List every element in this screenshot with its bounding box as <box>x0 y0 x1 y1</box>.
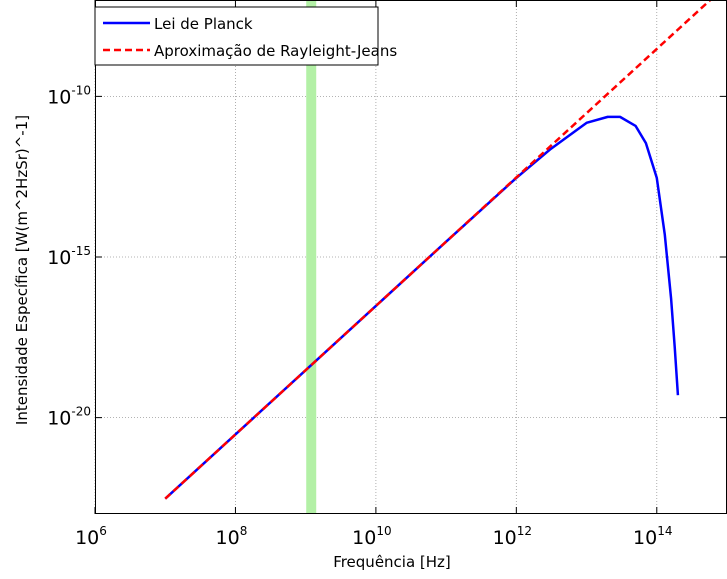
y-axis-label: Intensidade Específica [W(m^2HzSr)^-1] <box>13 115 31 425</box>
x-tick-label: 1014 <box>633 524 672 549</box>
legend-label-rayleigh-jeans: Aproximação de Rayleight-Jeans <box>154 42 397 60</box>
x-tick-label: 108 <box>216 524 248 549</box>
tick-marks <box>94 0 727 514</box>
legend: Lei de Planck Aproximação de Rayleight-J… <box>94 6 397 66</box>
series-line-rayleigh-jeans <box>164 0 713 500</box>
y-tick-label: 10-15 <box>47 244 91 269</box>
x-tick-label: 106 <box>75 524 107 549</box>
highlight-band-layer <box>306 0 317 514</box>
legend-label-planck: Lei de Planck <box>154 15 253 33</box>
grid-lines <box>94 0 727 514</box>
y-tick-label: 10-20 <box>47 405 91 430</box>
highlight-band <box>306 0 317 514</box>
plot-lines <box>164 0 713 500</box>
x-tick-label: 1010 <box>352 524 391 549</box>
x-axis-label: Frequência [Hz] <box>333 553 451 571</box>
x-tick-label: 1012 <box>493 524 532 549</box>
y-tick-label: 10-10 <box>47 83 91 108</box>
tick-labels: 106 108 1010 1012 1014 10-10 10-15 10-20 <box>47 83 672 549</box>
legend-box <box>94 6 379 66</box>
